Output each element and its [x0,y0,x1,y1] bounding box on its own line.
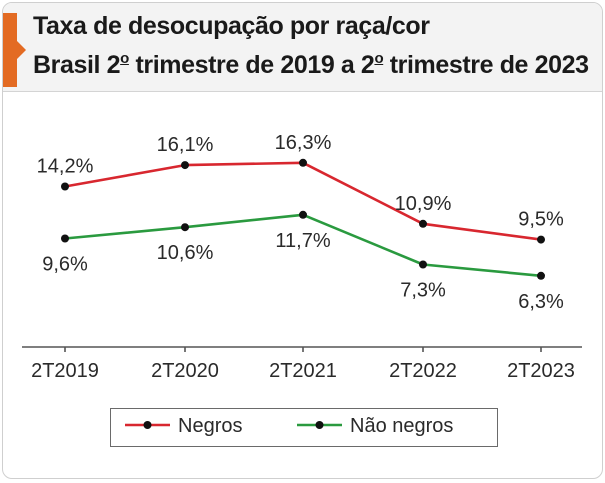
legend-marker-negros [143,421,152,429]
subtitle-part-3: trimestre de 2023 [383,51,589,79]
ordinal-indicator-1: o [120,50,129,67]
x-tick-label: 2T2020 [151,360,219,382]
subtitle-part-2: trimestre de 2019 a 2 [128,51,375,79]
data-label-negros: 16,1% [157,134,214,156]
data-point-nao-negros [61,234,69,243]
data-label-nao-negros: 11,7% [275,230,330,252]
data-point-negros [61,182,69,191]
data-label-nao-negros: 9,6% [42,254,88,276]
data-label-negros: 9,5% [518,209,564,231]
data-point-negros [537,235,545,244]
data-point-nao-negros [299,210,307,219]
data-point-nao-negros [419,260,427,269]
data-label-nao-negros: 6,3% [518,291,564,313]
legend-marker-nao-negros [315,421,324,429]
data-point-nao-negros [181,223,189,232]
header-accent-notch [17,41,26,59]
x-tick-label: 2T2019 [31,360,99,382]
x-tick-label: 2T2021 [269,360,337,382]
data-label-negros: 10,9% [395,193,452,215]
data-point-negros [181,161,189,170]
chart-header: Taxa de desocupação por raça/cor Brasil … [3,3,602,92]
chart-subtitle: Brasil 2o trimestre de 2019 a 2o trimest… [33,50,589,80]
chart-title: Taxa de desocupação por raça/cor [33,12,430,40]
legend-label-negros: Negros [178,415,242,437]
subtitle-part-1: Brasil 2 [33,51,121,79]
data-label-negros: 14,2% [37,156,94,178]
data-point-negros [419,219,427,228]
x-tick-label: 2T2022 [389,360,457,382]
data-point-nao-negros [537,271,545,280]
series-line-negros [64,161,542,241]
header-accent-bar [3,13,17,87]
data-label-nao-negros: 10,6% [157,242,214,264]
data-label-negros: 16,3% [275,132,332,154]
ordinal-indicator-2: o [374,50,384,67]
chart-legend-box [110,408,498,447]
data-label-nao-negros: 7,3% [400,280,446,302]
legend-label-nao-negros: Não negros [350,415,453,437]
data-point-negros [299,158,307,167]
x-tick-label: 2T2023 [507,360,575,382]
